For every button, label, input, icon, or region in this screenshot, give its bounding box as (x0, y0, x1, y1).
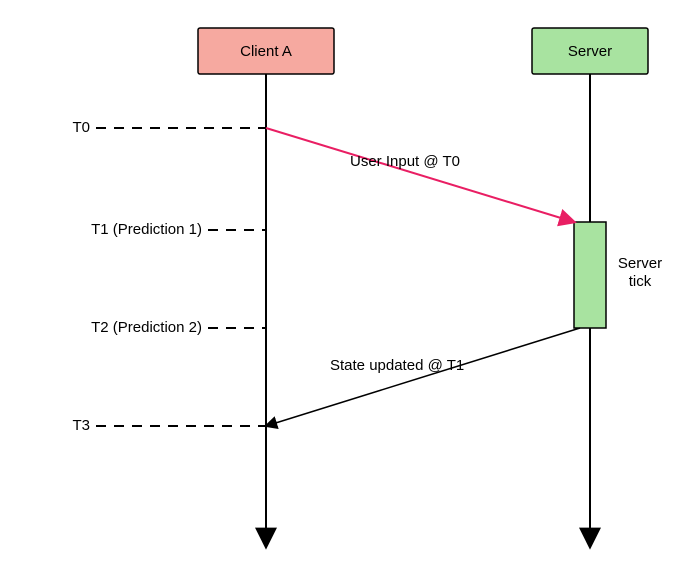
message-state-update-label: State updated @ T1 (330, 357, 464, 374)
time-mark-t1-label: T1 (Prediction 1) (91, 221, 202, 238)
activation-label-line2: tick (629, 273, 652, 290)
sequence-diagram: Client A Server Server tick T0 T1 (Predi… (0, 0, 700, 586)
activation-label-line1: Server (618, 255, 662, 272)
time-mark-t3-label: T3 (72, 417, 90, 434)
time-mark-t0-label: T0 (72, 119, 90, 136)
message-user-input-arrow (266, 128, 574, 222)
time-mark-t2-label: T2 (Prediction 2) (91, 319, 202, 336)
activation-server-tick (574, 222, 606, 328)
participant-server-label: Server (568, 43, 612, 60)
message-state-update-arrow (266, 328, 580, 426)
message-user-input-label: User Input @ T0 (350, 153, 460, 170)
participant-client-label: Client A (240, 43, 292, 60)
